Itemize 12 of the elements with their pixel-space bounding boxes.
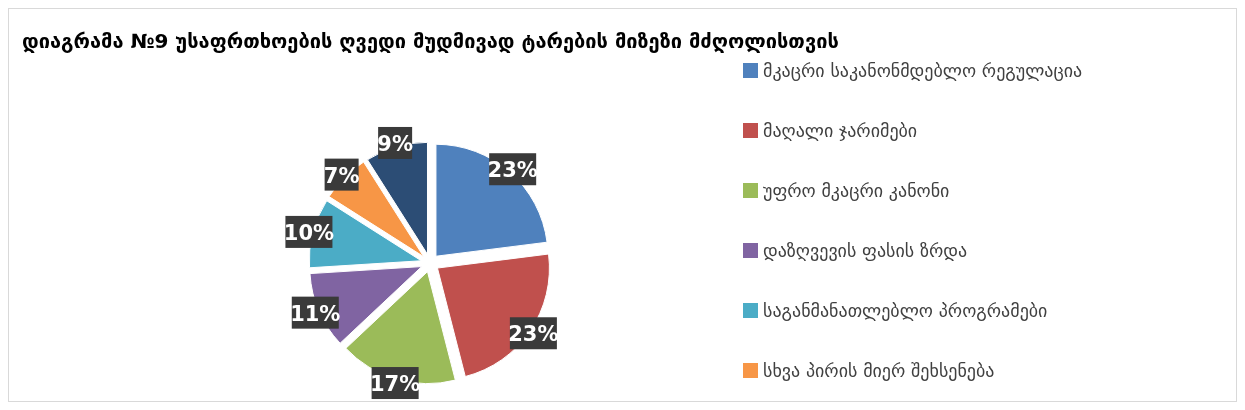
legend-label: მკაცრი საკანონმდებლო რეგულაცია [763,60,1083,81]
data-label: 17% [369,372,421,397]
chart-title: დიაგრამა №9 უსაფრთხოების ღვედი მუდმივად ტარების მიზეზი მძღოლისთვის [22,29,839,53]
legend-label: საგანმანათლებლო პროგრამები [763,300,1048,321]
legend-label: დაზღვევის ფასის ზრდა [763,240,968,261]
data-label: 7% [323,163,360,188]
data-label: 9% [377,131,413,156]
data-label: 11% [290,301,341,326]
legend-label: მაღალი ჯარიმები [763,120,918,141]
legend-label: უფრო მკაცრი კანონი [763,180,950,201]
data-label: 23% [508,322,559,347]
legend-label: სხვა პირის მიერ შეხსენება [763,360,995,381]
